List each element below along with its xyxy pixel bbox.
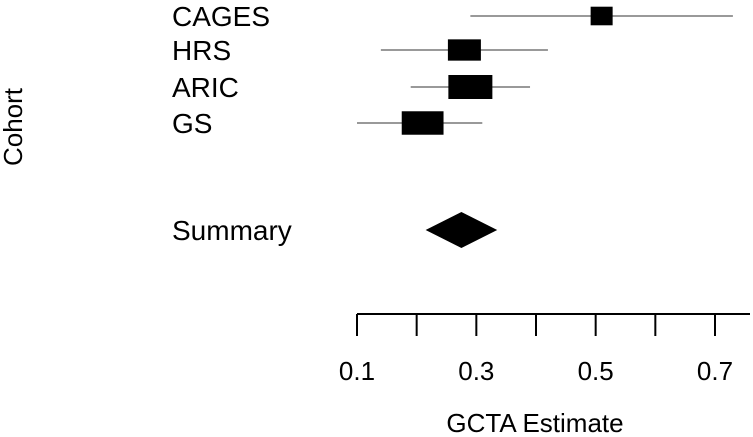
estimate-box (401, 111, 444, 135)
summary-label: Summary (172, 215, 292, 246)
x-tick-label: 0.1 (339, 356, 375, 386)
cohort-label: ARIC (172, 72, 239, 103)
estimate-box (590, 6, 613, 26)
x-tick-label: 0.7 (697, 356, 733, 386)
x-tick-label: 0.3 (458, 356, 494, 386)
cohort-row-hrs: HRS (172, 35, 548, 66)
cohort-label: GS (172, 108, 212, 139)
x-axis: 0.1 0.3 0.5 0.7 (339, 313, 750, 386)
cohort-row-cages: CAGES (172, 1, 733, 32)
cohort-row-aric: ARIC (172, 72, 531, 103)
x-axis-title: GCTA Estimate (446, 408, 623, 437)
y-axis-title: Cohort (0, 87, 28, 166)
summary-diamond (425, 212, 498, 248)
cohort-row-gs: GS (172, 108, 483, 139)
estimate-box (448, 75, 493, 99)
x-tick-label: 0.5 (578, 356, 614, 386)
cohort-label: HRS (172, 35, 231, 66)
cohort-label: CAGES (172, 1, 270, 32)
summary-row: Summary (172, 212, 498, 248)
estimate-box (447, 39, 481, 61)
